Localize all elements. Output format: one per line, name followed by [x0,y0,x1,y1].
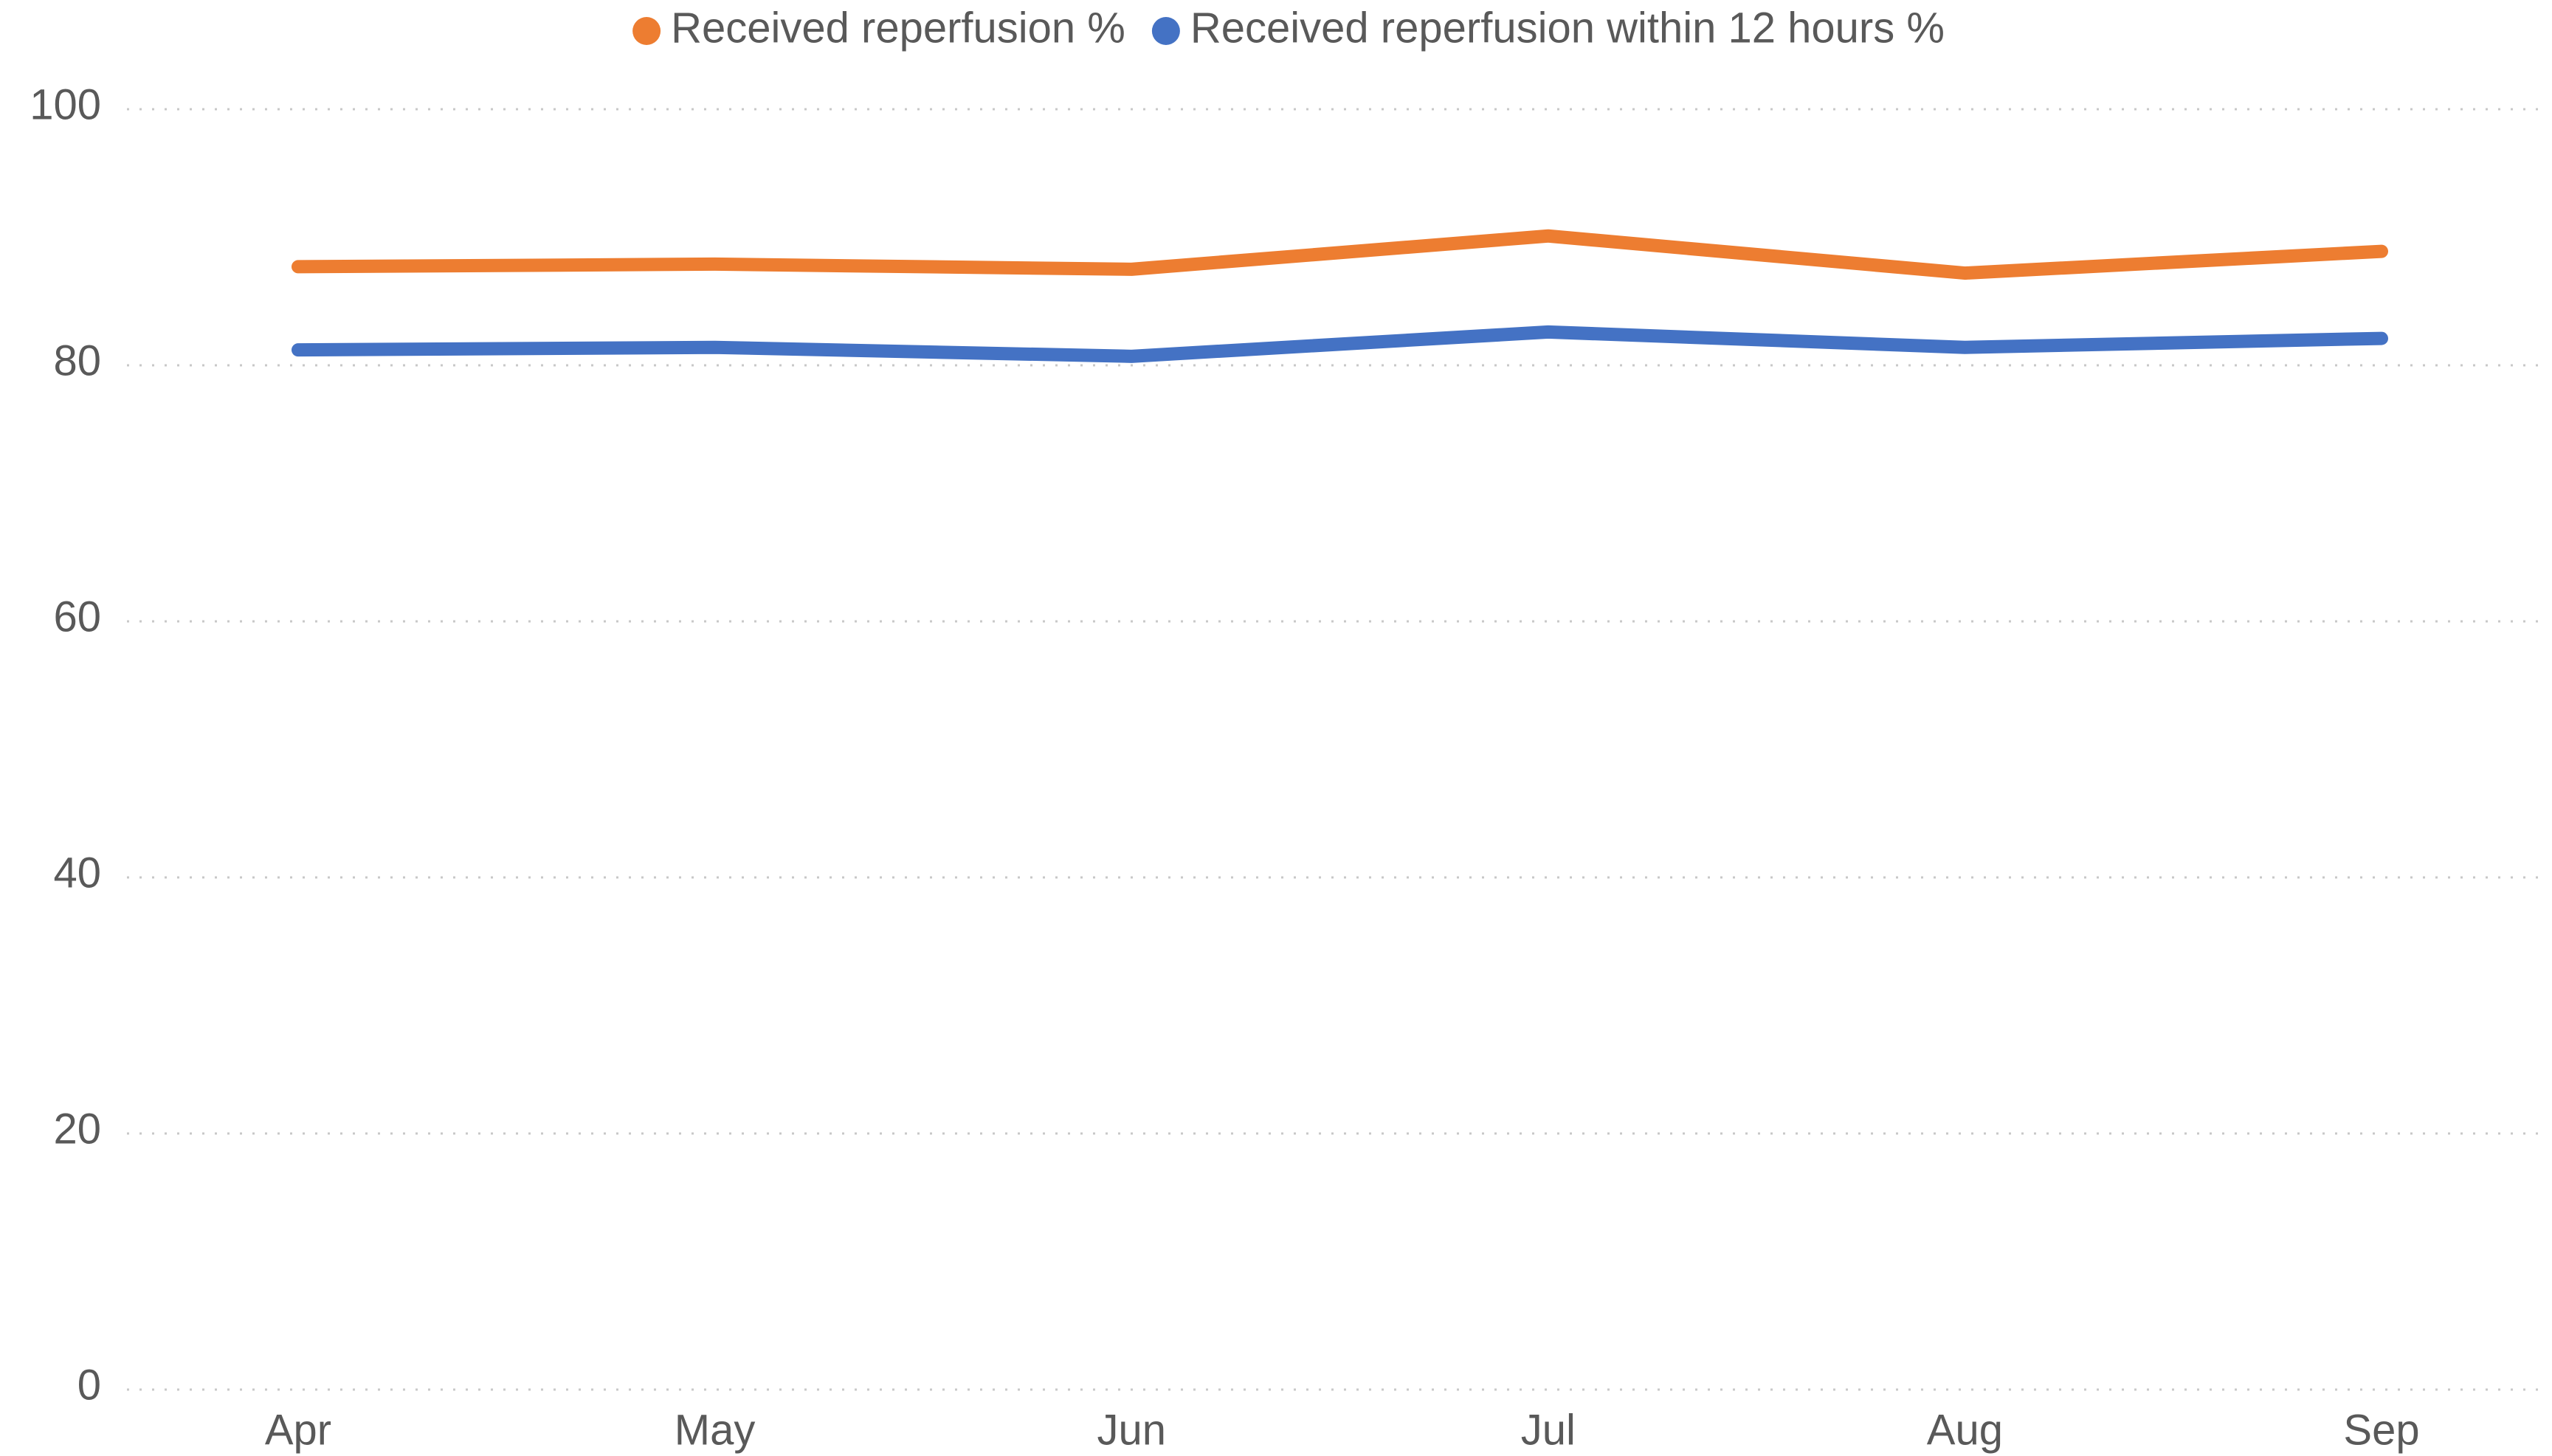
y-tick-label: 20 [53,1105,101,1153]
x-tick-label: Sep [2343,1406,2419,1454]
line-series [292,229,2388,280]
x-tick-label: Jul [1521,1406,1576,1454]
legend-marker [1151,17,1180,45]
y-tick-label: 40 [53,849,101,897]
y-tick-label: 60 [53,593,101,641]
x-tick-label: May [675,1406,756,1454]
x-tick-label: Jun [1097,1406,1166,1454]
x-tick-label: Aug [1927,1406,2003,1454]
y-tick-label: 100 [30,80,101,128]
y-tick-label: 0 [77,1361,101,1409]
legend-label: Received reperfusion % [671,4,1125,52]
legend-marker [632,17,661,45]
y-tick-label: 80 [53,337,101,384]
line-series [292,325,2388,363]
x-tick-label: Apr [265,1406,331,1454]
legend-label: Received reperfusion within 12 hours % [1190,4,1945,52]
